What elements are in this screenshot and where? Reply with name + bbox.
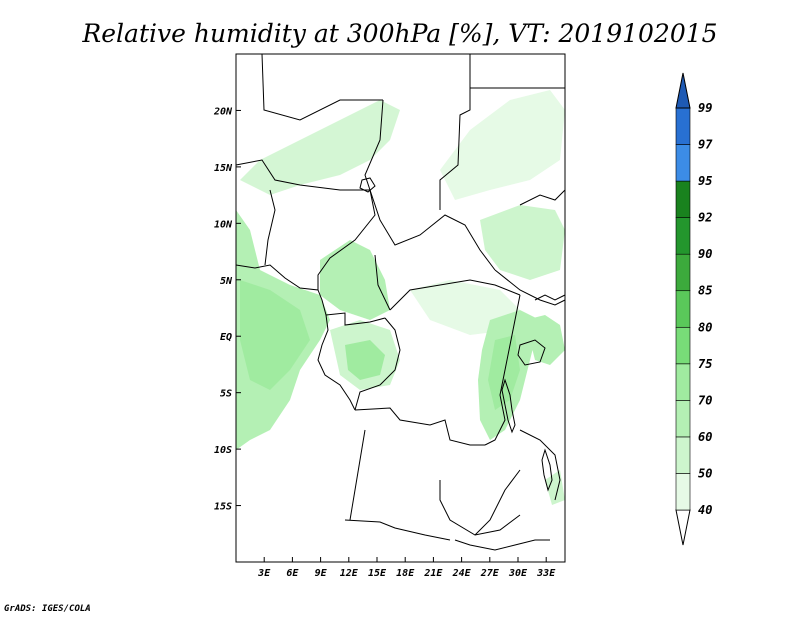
colorbar-level-label: 75 — [698, 357, 712, 371]
x-tick-label: 27E — [480, 568, 500, 579]
border-zambia — [439, 480, 521, 536]
humidity-colorbar: 40 50 60 70 75 80 85 90 92 95 97 99 — [675, 72, 713, 546]
x-tick-label: 6E — [286, 568, 299, 579]
colorbar-level-label: 90 — [698, 247, 712, 261]
x-tick-label: 3E — [257, 568, 271, 579]
colorbar-segment — [675, 473, 691, 511]
humidity-shading — [236, 90, 565, 505]
grads-credit: GrADS: IGES/COLA — [4, 604, 91, 614]
border-nigeria-cameroon — [317, 189, 376, 290]
colorbar-top-arrow — [675, 72, 691, 109]
border-mozambique — [474, 469, 521, 536]
x-tick-label: 12E — [340, 568, 359, 579]
y-tick-label: 15N — [214, 163, 233, 174]
figure-title: Relative humidity at 300hPa [%], VT: 201… — [81, 19, 717, 48]
x-tick-label: 30E — [508, 568, 528, 579]
colorbar-segment — [675, 326, 691, 365]
border-congo-drc — [354, 317, 401, 411]
humidity-north-east — [440, 90, 565, 200]
border-car-drc — [389, 279, 521, 311]
lake-malawi-outline — [541, 448, 553, 492]
colorbar-segment — [675, 253, 691, 292]
lake-chad-outline — [359, 177, 376, 193]
humidity-congo-core — [345, 340, 385, 380]
border-nigeria — [264, 189, 276, 266]
border-mali-niger — [235, 159, 370, 191]
border-sudan-ethiopia — [519, 189, 566, 206]
colorbar-segment — [675, 363, 691, 401]
y-tick-label: 5N — [220, 276, 233, 287]
x-tick-label: 9E — [315, 568, 328, 579]
border-niger-chad — [364, 99, 384, 191]
colorbar-level-label: 70 — [698, 393, 712, 407]
colorbar-level-label: 95 — [698, 174, 712, 188]
x-tick-label: 21E — [423, 568, 443, 579]
x-tick-label: 15E — [368, 568, 387, 579]
colorbar-segment — [675, 144, 691, 182]
humidity-nigeria-cameroon — [320, 240, 390, 320]
colorbar-level-label: 99 — [698, 101, 712, 115]
x-tick-label: 18E — [396, 568, 415, 579]
humidity-core-west — [240, 280, 310, 390]
colorbar-bottom-arrow — [675, 509, 691, 546]
border-south-africa — [454, 539, 550, 551]
border-gabon-congo — [325, 312, 386, 326]
colorbar-segment — [675, 107, 691, 145]
colorbar-segment — [675, 436, 691, 474]
border-cameroon-car — [374, 254, 391, 311]
country-boundaries — [235, 53, 566, 551]
border-libya-sudan — [439, 54, 471, 210]
lake-victoria-outline — [517, 339, 546, 366]
colorbar-level-label: 97 — [698, 138, 713, 152]
colorbar-level-label: 60 — [698, 430, 712, 444]
colorbar-level-label: 80 — [698, 320, 712, 334]
colorbar-segment — [675, 400, 691, 438]
humidity-band-north — [240, 100, 400, 195]
y-tick-label: 10N — [214, 219, 233, 230]
y-tick-label: 15S — [214, 502, 232, 513]
colorbar-level-label: 92 — [698, 211, 712, 225]
border-tanzania — [519, 429, 561, 501]
border-algeria-niger — [261, 53, 383, 121]
border-chad-car — [369, 189, 496, 271]
x-tick-label: 33E — [536, 568, 556, 579]
border-drc-angola — [354, 407, 485, 446]
border-ethiopia-kenya — [534, 294, 566, 301]
border-south-sudan-uganda — [494, 269, 566, 306]
y-tick-label: 20N — [213, 106, 233, 117]
y-tick-label: EQ — [220, 332, 232, 343]
colorbar-segment — [675, 290, 691, 328]
x-tick-label: 24E — [452, 568, 472, 579]
border-angola-namibia — [344, 519, 451, 541]
colorbar-segment — [675, 180, 691, 218]
humidity-lake-victoria-area — [525, 315, 565, 365]
colorbar-segment — [675, 217, 691, 255]
latitude-axis: 20N 15N 10N 5N EQ 5S 10S 15S — [213, 106, 241, 513]
colorbar-level-label: 85 — [698, 284, 712, 298]
border-east-drc — [484, 294, 521, 446]
colorbar-level-label: 50 — [698, 466, 712, 480]
colorbar-level-label: 40 — [698, 503, 712, 517]
lake-tanganyika-outline — [501, 378, 516, 434]
y-tick-label: 5S — [220, 389, 232, 400]
y-tick-label: 10S — [214, 445, 232, 456]
map-frame — [235, 53, 566, 563]
map-panel: 3E 6E 9E 12E 15E 18E 21E 24E 27E 30E 33E 20N 15N 10N… — [213, 53, 566, 579]
humidity-sudan-ethiopia — [480, 205, 565, 280]
longitude-axis: 3E 6E 9E 12E 15E 18E 21E 24E 27E 30E 33E — [257, 557, 556, 579]
border-angola-zambia — [349, 429, 366, 521]
